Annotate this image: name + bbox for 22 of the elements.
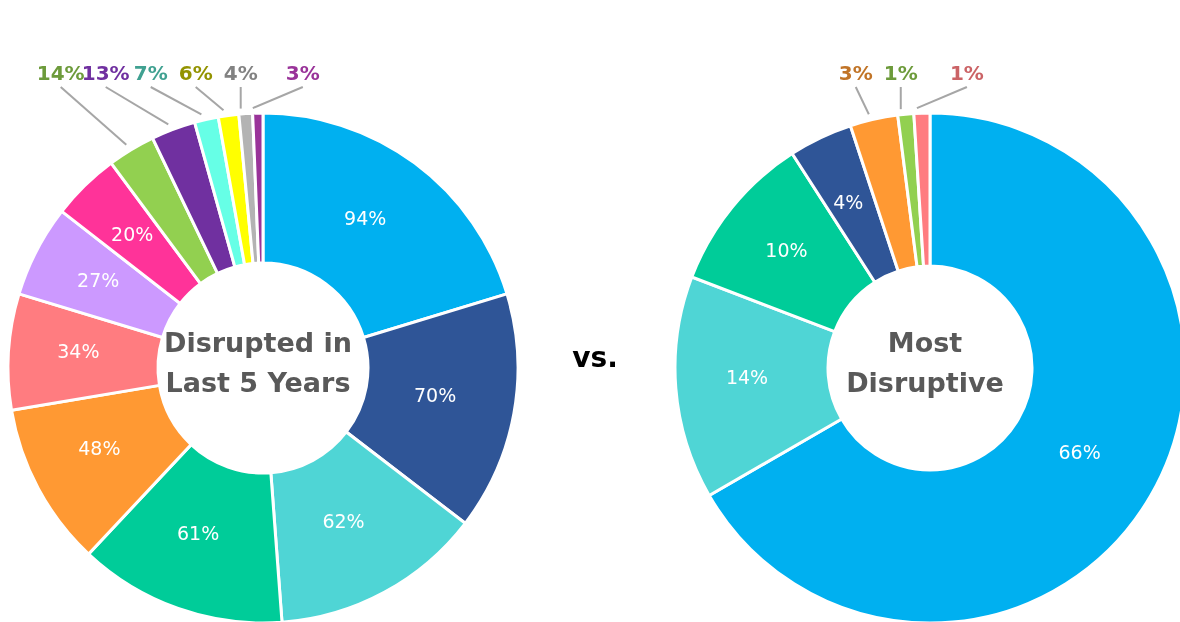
data-label: 70% bbox=[413, 384, 457, 407]
data-label: 27% bbox=[77, 269, 120, 292]
data-label: 4% bbox=[223, 61, 258, 85]
data-label: 62% bbox=[322, 510, 365, 533]
data-label: 1% bbox=[883, 61, 918, 85]
data-label: 48% bbox=[78, 437, 121, 460]
data-label: 4% bbox=[833, 190, 864, 213]
text: Disrupted in Last 5 Years bbox=[163, 326, 353, 400]
data-label: 3% bbox=[838, 61, 873, 85]
data-label: 66% bbox=[1058, 441, 1101, 464]
data-label: 34% bbox=[57, 340, 100, 363]
data-label: 7% bbox=[133, 61, 168, 85]
text: Most Disruptive bbox=[845, 326, 1005, 400]
data-label: 20% bbox=[111, 223, 154, 246]
text: vs. bbox=[571, 341, 619, 374]
data-label: 14% bbox=[725, 366, 769, 389]
data-label: 94% bbox=[344, 207, 387, 230]
data-label: 61% bbox=[176, 521, 220, 544]
data-label: 3% bbox=[285, 61, 320, 85]
data-label: 10% bbox=[765, 239, 808, 262]
data-label: 1% bbox=[949, 61, 984, 85]
data-label: 6% bbox=[178, 61, 213, 85]
